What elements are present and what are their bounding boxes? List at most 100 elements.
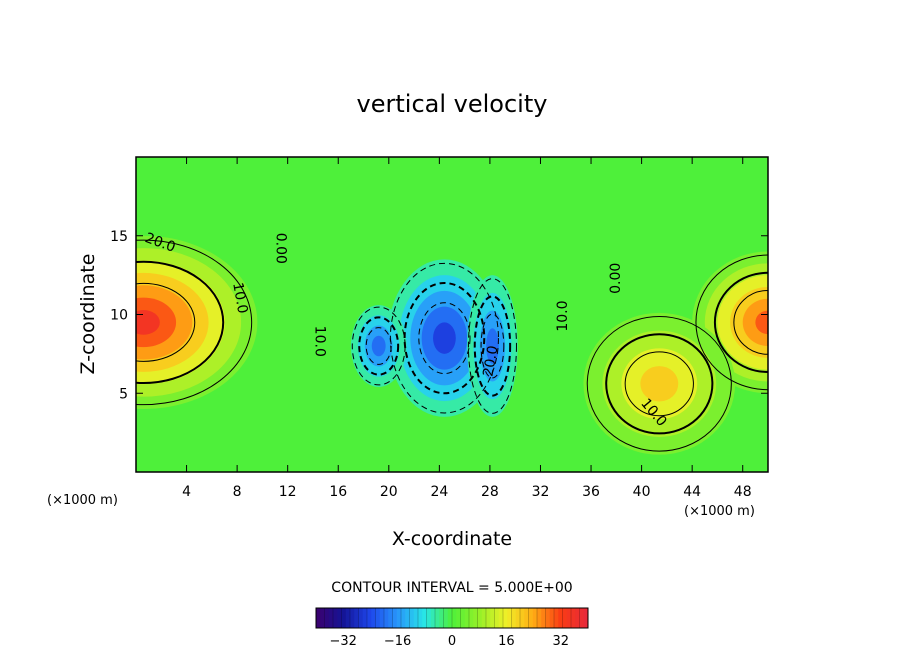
colorbar-segment <box>447 608 453 628</box>
colorbar-segment <box>554 608 559 628</box>
colorbar-segment <box>392 608 398 628</box>
colorbar-segment <box>443 608 449 628</box>
colorbar-segment <box>579 608 585 628</box>
colorbar-segment <box>405 608 410 628</box>
colorbar-segment <box>384 608 389 628</box>
colorbar-segment <box>426 608 432 628</box>
x-tick-label: 32 <box>532 484 550 500</box>
x-tick-label: 4 <box>182 484 191 500</box>
velocity-field <box>136 157 768 472</box>
field-band <box>486 328 499 364</box>
contour-label: 10.0 <box>229 281 250 314</box>
colorbar-segment <box>477 608 483 628</box>
contour-label: 0.00 <box>608 263 624 294</box>
colorbar-segment <box>528 608 534 628</box>
colorbar-segment <box>562 608 568 628</box>
colorbar-segment <box>571 608 576 628</box>
x-unit-label-right: (×1000 m) <box>684 504 755 519</box>
contour-line <box>403 282 486 395</box>
contour-line <box>733 289 768 355</box>
colorbar-segment <box>316 608 321 628</box>
colorbar-segment <box>396 608 402 628</box>
colorbar-segment <box>549 608 555 628</box>
contour-line <box>467 278 517 414</box>
colorbar-segment <box>524 608 529 628</box>
colorbar-segment <box>486 608 491 628</box>
colorbar-segment <box>379 608 385 628</box>
x-tick-label: 36 <box>582 484 600 500</box>
field-band <box>371 335 386 357</box>
contour-line <box>586 315 732 452</box>
contour-line <box>351 306 406 386</box>
colorbar-segment <box>541 608 546 628</box>
contour-line <box>358 316 400 376</box>
contour-line <box>136 260 225 384</box>
x-tick-label: 28 <box>481 484 499 500</box>
colorbar-tick-label: −16 <box>384 634 411 649</box>
colorbar-segment <box>558 608 563 628</box>
colorbar-segment <box>494 608 500 628</box>
colorbar-segment <box>413 608 419 628</box>
colorbar-segment <box>520 608 525 628</box>
field-band <box>640 366 679 402</box>
colorbar-segment <box>337 608 342 628</box>
colorbar-segment <box>460 608 466 628</box>
colorbar-segment <box>507 608 512 628</box>
y-axis-label: Z-coordinate <box>77 254 99 375</box>
x-tick-label: 8 <box>233 484 242 500</box>
colorbar-segment <box>575 608 580 628</box>
colorbar-segment <box>324 608 330 628</box>
colorbar-segment <box>503 608 508 628</box>
colorbar: −32 −16 0 16 32 <box>315 607 589 649</box>
colorbar-segment <box>532 608 538 628</box>
colorbar-segment <box>367 608 372 628</box>
colorbar-segment <box>341 608 347 628</box>
colorbar-segment <box>464 608 470 628</box>
contour-line <box>480 313 505 379</box>
colorbar-segment <box>345 608 351 628</box>
x-tick-label: 44 <box>683 484 701 500</box>
colorbar-segment <box>328 608 334 628</box>
colorbar-segment <box>473 608 478 628</box>
contour-label: 10.0 <box>311 326 327 357</box>
colorbar-segment <box>320 608 325 628</box>
contour-label: 10.0 <box>555 300 571 331</box>
colorbar-segment <box>375 608 381 628</box>
contour-line <box>418 302 471 375</box>
colorbar-segment <box>409 608 415 628</box>
colorbar-segment <box>401 608 406 628</box>
colorbar-tick-label: 16 <box>498 634 515 649</box>
colorbar-tick-label: −32 <box>329 634 356 649</box>
colorbar-segment <box>498 608 504 628</box>
colorbar-segment <box>388 608 393 628</box>
colorbar-segment <box>435 608 440 628</box>
colorbar-tick-label: 32 <box>553 634 570 649</box>
contour-line <box>473 295 512 397</box>
chart-title: vertical velocity <box>357 90 548 118</box>
colorbar-segment <box>545 608 551 628</box>
colorbar-segment <box>362 608 368 628</box>
colorbar-segment <box>350 608 355 628</box>
colorbar-segment <box>418 608 423 628</box>
contour-line <box>136 282 196 362</box>
field-band <box>433 322 456 354</box>
contour-line <box>365 327 392 365</box>
colorbar-segment <box>537 608 542 628</box>
colorbar-segment <box>511 608 517 628</box>
colorbar-tick-label: 0 <box>448 634 456 649</box>
contour-line <box>605 333 714 435</box>
y-tick-label: 15 <box>110 229 128 245</box>
colorbar-segment <box>566 608 572 628</box>
contour-line <box>695 254 768 391</box>
x-tick-label: 12 <box>279 484 297 500</box>
colorbar-segment <box>358 608 364 628</box>
x-unit-label-left: (×1000 m) <box>47 493 118 508</box>
colorbar-segment <box>371 608 376 628</box>
colorbar-segment <box>469 608 474 628</box>
x-tick-label: 40 <box>633 484 651 500</box>
colorbar-segment <box>490 608 495 628</box>
field-band <box>136 310 160 335</box>
colorbar-segment <box>452 608 457 628</box>
colorbar-segment <box>333 608 338 628</box>
